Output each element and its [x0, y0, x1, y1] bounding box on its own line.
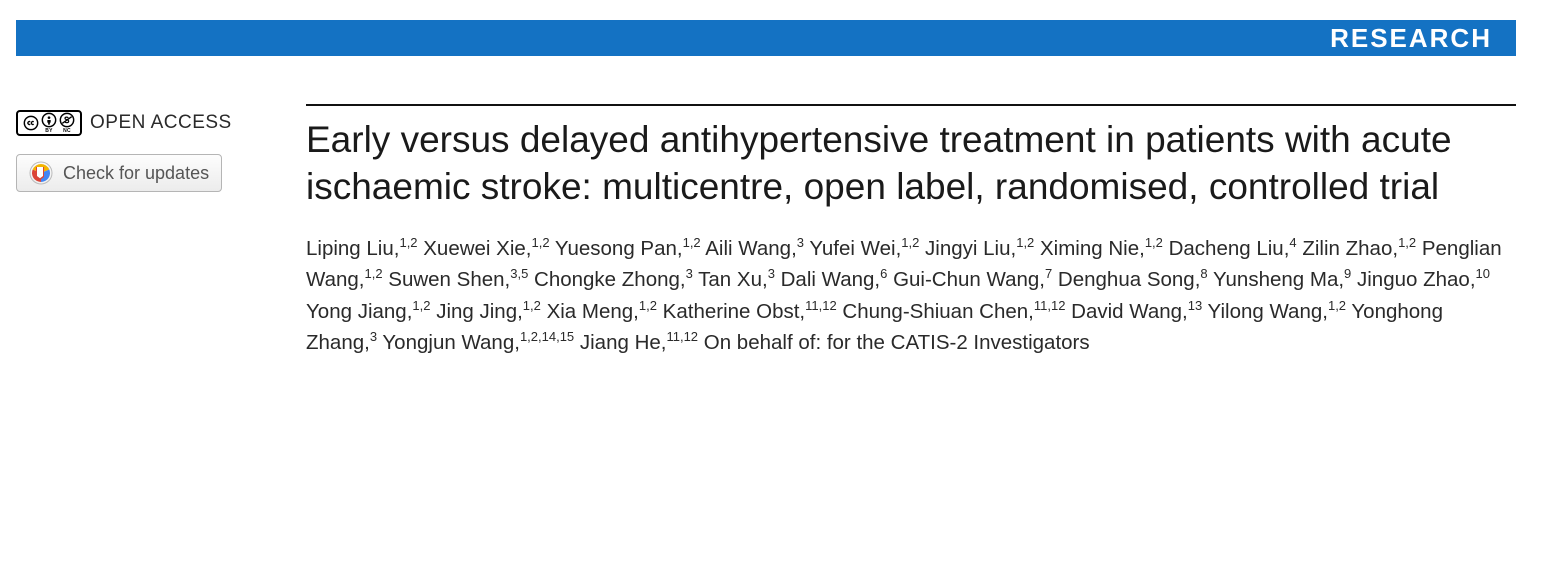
- author-affiliation: 8: [1200, 266, 1207, 281]
- author-affiliation: 1,2: [412, 298, 430, 313]
- author-affiliation: 1,2,14,15: [520, 329, 574, 344]
- author-affiliation: 1,2: [523, 298, 541, 313]
- author-affiliation: 9: [1344, 266, 1351, 281]
- main-column: Early versus delayed antihypertensive tr…: [306, 104, 1516, 359]
- open-access-row: BY NC OPEN ACCESS: [16, 110, 278, 136]
- by-icon: [41, 112, 57, 128]
- author-affiliation: 1,2: [1016, 235, 1034, 250]
- content-row: BY NC OPEN ACCESS: [16, 104, 1516, 359]
- cc-license-badge: BY NC: [16, 110, 82, 136]
- check-updates-button[interactable]: Check for updates: [16, 154, 222, 192]
- check-updates-label: Check for updates: [63, 163, 209, 184]
- author-affiliation: 13: [1188, 298, 1202, 313]
- left-column: BY NC OPEN ACCESS: [16, 104, 278, 192]
- open-access-label: OPEN ACCESS: [90, 112, 232, 134]
- nc-icon: [59, 112, 75, 128]
- author-affiliation: 11,12: [805, 298, 837, 313]
- author-affiliation: 1,2: [1398, 235, 1416, 250]
- cc-nc-label: NC: [63, 129, 71, 134]
- author-affiliation: 1,2: [901, 235, 919, 250]
- author-affiliation: 3,5: [510, 266, 528, 281]
- author-affiliation: 1,2: [683, 235, 701, 250]
- author-affiliation: 1,2: [1145, 235, 1163, 250]
- crossmark-icon: [29, 161, 53, 185]
- cc-by-label: BY: [45, 129, 53, 134]
- cc-icon: [23, 115, 39, 131]
- author-affiliation: 3: [370, 329, 377, 344]
- author-affiliation: 7: [1045, 266, 1052, 281]
- section-banner: RESEARCH: [16, 20, 1516, 56]
- author-affiliation: 11,12: [666, 329, 698, 344]
- author-affiliation: 11,12: [1034, 298, 1066, 313]
- author-affiliation: 6: [880, 266, 887, 281]
- author-affiliation: 4: [1289, 235, 1296, 250]
- author-affiliation: 1,2: [532, 235, 550, 250]
- author-affiliation: 3: [768, 266, 775, 281]
- author-list: Liping Liu,1,2 Xuewei Xie,1,2 Yuesong Pa…: [306, 233, 1516, 359]
- author-affiliation: 3: [686, 266, 693, 281]
- author-affiliation: 10: [1476, 266, 1490, 281]
- banner-label: RESEARCH: [1330, 23, 1492, 54]
- author-affiliation: 1,2: [639, 298, 657, 313]
- author-affiliation: 1,2: [399, 235, 417, 250]
- author-affiliation: 3: [797, 235, 804, 250]
- author-affiliation: 1,2: [365, 266, 383, 281]
- author-affiliation: 1,2: [1328, 298, 1346, 313]
- article-title: Early versus delayed antihypertensive tr…: [306, 116, 1516, 211]
